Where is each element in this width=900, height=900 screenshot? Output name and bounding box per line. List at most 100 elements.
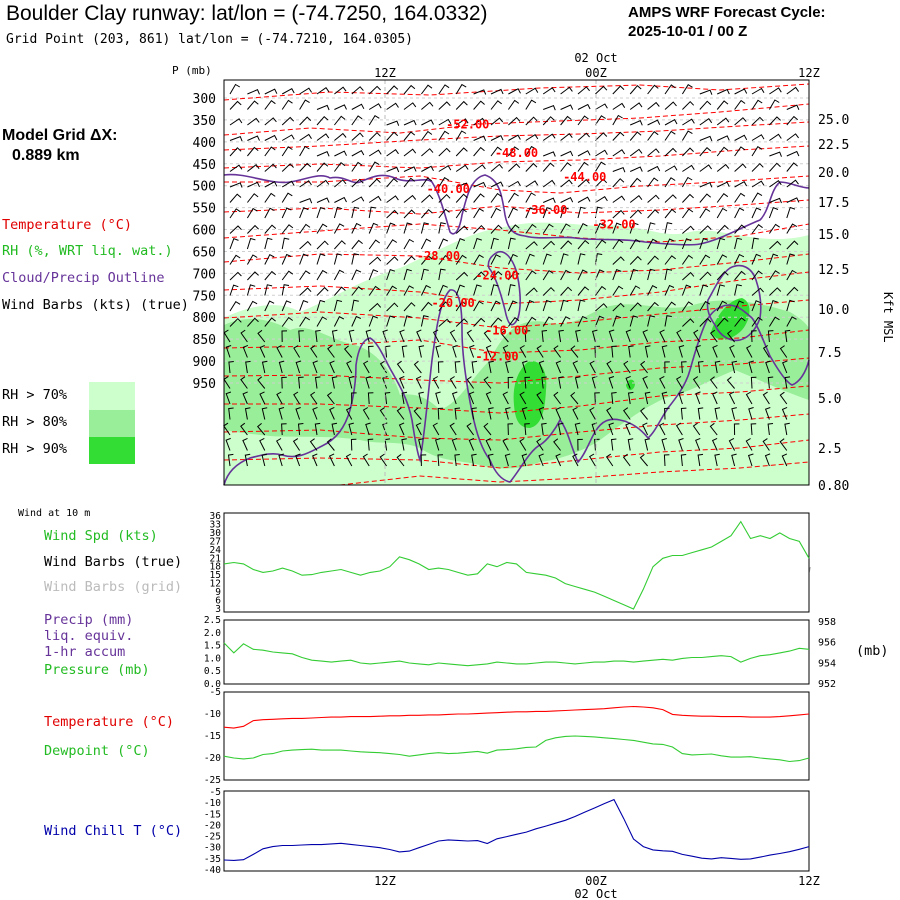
wind-barb [734, 224, 746, 234]
wind-barb [473, 181, 487, 188]
kft-tick-label: 22.5 [818, 138, 849, 153]
legend-wind: Wind Barbs (kts) (true) [2, 297, 189, 313]
wind-barb [508, 270, 520, 281]
wind-barb [612, 269, 622, 281]
wind-barb [557, 422, 564, 436]
temperature-contour [224, 385, 810, 414]
windchill-tick-label: -15 [204, 809, 221, 820]
wind-barb [786, 115, 799, 126]
kft-tick-label: 2.5 [818, 442, 841, 457]
wind-barb [519, 345, 527, 358]
wind-barb [594, 253, 603, 265]
wind-barb [786, 299, 795, 312]
wind-barb [612, 302, 625, 312]
wind-barb [647, 165, 661, 172]
wind-barb [421, 208, 433, 219]
wind-barb [751, 162, 764, 172]
wind-barb [542, 286, 555, 296]
wind-barb [570, 392, 579, 405]
wind-barb [647, 84, 659, 95]
wind-barb [368, 178, 381, 188]
wind-barb [682, 164, 695, 172]
wind-barb [577, 115, 589, 126]
wind-barb [449, 329, 457, 343]
wind-barb [490, 224, 503, 234]
wind-barb [421, 165, 434, 172]
top-time-tick: 00Z [585, 66, 607, 80]
wind-barb [490, 135, 504, 141]
wind-barb [396, 407, 405, 420]
wind-barb [608, 422, 614, 436]
wind-barb [575, 329, 581, 343]
wind-barb [299, 207, 309, 219]
wind-barb [421, 84, 433, 95]
wind-barb [553, 345, 562, 358]
wind-barb [259, 391, 266, 405]
wind-barb [611, 345, 617, 358]
wind-barb [716, 284, 726, 296]
wind-barb [577, 438, 583, 451]
wind-barb [781, 453, 788, 467]
wind-barb [264, 317, 276, 327]
wind-barb [642, 422, 649, 436]
precip-panel-frame [223, 619, 810, 685]
wind-barb [507, 300, 518, 312]
wind-barb [682, 147, 694, 157]
wind-speed-tick-label: 15 [210, 570, 221, 581]
wind-barb [240, 422, 248, 436]
wind-barb [229, 208, 241, 219]
wind-barb [316, 286, 329, 296]
wind-barb [664, 361, 670, 374]
wind-barb [490, 192, 502, 203]
wind-speed-tick-label: 30 [210, 528, 222, 539]
wind-barb [365, 329, 372, 343]
wind-barb [240, 329, 248, 343]
wind-barb [525, 207, 535, 219]
wind-barb [762, 345, 770, 358]
wind-barb [709, 422, 718, 436]
wind-barb [488, 360, 494, 374]
kft-axis-label: Kft MSL [881, 292, 895, 343]
wind-barb [386, 268, 396, 281]
wind-barb [589, 453, 596, 467]
wind-speed-tick-label: 27 [210, 536, 221, 547]
wind-barb [627, 391, 634, 405]
wind-barb [247, 271, 259, 281]
wind-barb [769, 180, 782, 188]
pressure-tick-label: 550 [193, 202, 216, 217]
wind-barb [647, 222, 656, 234]
wind-barb [558, 329, 564, 343]
wind-barb [542, 116, 555, 126]
legend-rh90: RH > 90% [2, 441, 68, 457]
wind-barb [678, 345, 685, 358]
wind-barb [261, 407, 268, 420]
wind-barb [745, 391, 753, 405]
wind-barb [403, 315, 412, 327]
wind-barb [438, 101, 451, 110]
wind-barb [312, 406, 318, 420]
wind-barb [261, 360, 268, 374]
wind-barb [647, 209, 660, 219]
wind-barb [500, 330, 509, 343]
wind-barb [681, 301, 693, 312]
wind-barb [560, 240, 573, 250]
precip-tick-label: 2.5 [204, 615, 221, 626]
wind-barb [438, 130, 450, 141]
wind-barb [334, 240, 346, 250]
temperature-contour-label: -20.00 [431, 296, 474, 310]
cloud-precip-outline [487, 250, 521, 326]
wind-barb [682, 271, 695, 281]
wind-barb [577, 103, 591, 110]
wind-barb [403, 102, 417, 110]
wind-barb [644, 438, 651, 451]
wind-barb [507, 284, 516, 296]
grid-point-subtitle: Grid Point (203, 861) lat/lon = (-74.721… [6, 32, 413, 47]
temperature-contour [339, 461, 810, 486]
wind-barb [675, 422, 683, 436]
wind-barb [768, 99, 780, 110]
legend-temperature: Temperature (°C) [2, 217, 133, 233]
wind-barb [745, 438, 753, 451]
wind-barb [401, 391, 408, 405]
wind-barb [299, 223, 311, 234]
